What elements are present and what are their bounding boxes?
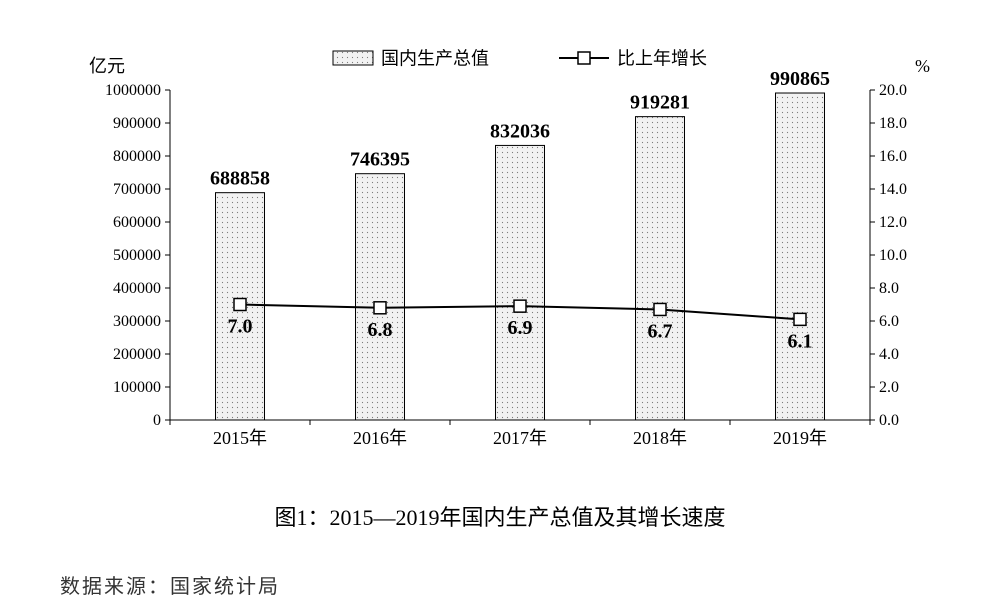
- growth-marker: [374, 302, 386, 314]
- y-left-tick-label: 500000: [113, 247, 161, 264]
- gdp-bar-label: 832036: [490, 120, 550, 142]
- x-category-label: 2015年: [213, 428, 267, 448]
- y-right-tick-label: 12.0: [879, 214, 907, 231]
- growth-marker: [654, 303, 666, 315]
- growth-value-label: 6.1: [788, 330, 813, 352]
- y-left-tick-label: 200000: [113, 346, 161, 363]
- y-left-tick-label: 600000: [113, 214, 161, 231]
- legend-bar-label: 国内生产总值: [381, 48, 489, 68]
- y-left-tick-label: 400000: [113, 280, 161, 297]
- y-right-tick-label: 16.0: [879, 148, 907, 165]
- growth-value-label: 6.9: [508, 317, 533, 339]
- y-right-tick-label: 14.0: [879, 181, 907, 198]
- y-right-tick-label: 18.0: [879, 115, 907, 132]
- legend-bar-swatch: [333, 51, 373, 65]
- y-left-tick-label: 900000: [113, 115, 161, 132]
- chart-svg: 亿元% 0 100000 200000 300000 400000 500000 600000…: [60, 20, 940, 500]
- gdp-bar-label: 919281: [630, 92, 690, 114]
- y-left-tick-label: 300000: [113, 313, 161, 330]
- gdp-bar: [636, 117, 685, 420]
- x-category-label: 2018年: [633, 428, 687, 448]
- y-left-tick-label: 800000: [113, 148, 161, 165]
- y-right-tick-label: 0.0: [879, 412, 899, 429]
- gdp-bar-label: 746395: [350, 149, 410, 171]
- growth-value-label: 6.8: [368, 319, 393, 341]
- growth-marker: [234, 299, 246, 311]
- legend-line-marker: [578, 52, 590, 64]
- y-right-tick-label: 6.0: [879, 313, 899, 330]
- page: 亿元% 0 100000 200000 300000 400000 500000 600000…: [0, 0, 1000, 609]
- y-left-tick-label: 700000: [113, 181, 161, 198]
- growth-marker: [514, 300, 526, 312]
- y-left-tick-label: 100000: [113, 379, 161, 396]
- legend-line-label: 比上年增长: [617, 48, 707, 68]
- y-right-tick-label: 4.0: [879, 346, 899, 363]
- x-category-label: 2016年: [353, 428, 407, 448]
- figure-caption: 图1：2015—2019年国内生产总值及其增长速度: [0, 500, 1000, 532]
- x-category-label: 2019年: [773, 428, 827, 448]
- growth-value-label: 6.7: [648, 320, 673, 342]
- y-right-tick-label: 20.0: [879, 82, 907, 99]
- growth-marker: [794, 313, 806, 325]
- x-category-label: 2017年: [493, 428, 547, 448]
- y-left-tick-label: 1000000: [105, 82, 161, 99]
- data-source: 数据来源：国家统计局: [60, 570, 280, 599]
- gdp-bar-label: 688858: [210, 168, 270, 190]
- y-left-tick-label: 0: [153, 412, 161, 429]
- y-right-tick-label: 2.0: [879, 379, 899, 396]
- y-right-tick-label: 8.0: [879, 280, 899, 297]
- y-right-label: %: [915, 56, 930, 76]
- gdp-bar: [776, 93, 825, 420]
- growth-value-label: 7.0: [228, 316, 253, 338]
- gdp-bar-label: 990865: [770, 68, 830, 90]
- y-left-label: 亿元: [89, 56, 125, 76]
- y-right-tick-label: 10.0: [879, 247, 907, 264]
- gdp-bar: [356, 174, 405, 420]
- gdp-bar: [496, 145, 545, 420]
- gdp-growth-chart: 亿元% 0 100000 200000 300000 400000 500000 600000…: [60, 20, 940, 500]
